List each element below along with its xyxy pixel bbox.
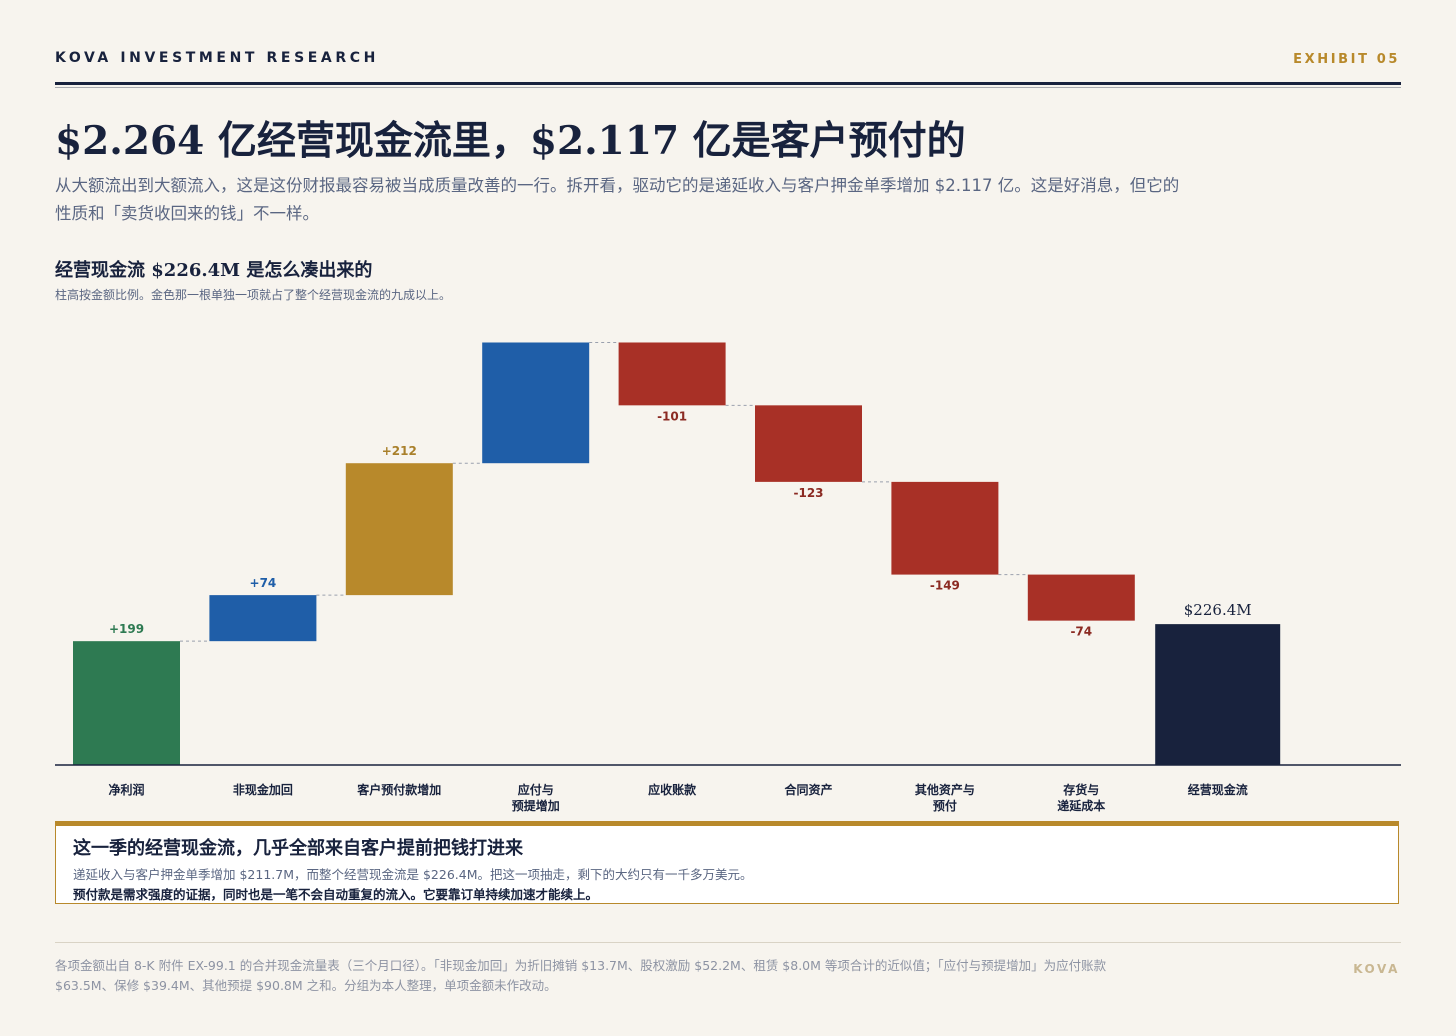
header-rule: [55, 82, 1401, 85]
header-rule-thin: [55, 87, 1401, 88]
value-labels: +199 +74 +212 -101 -123 -149 -74 $226.4M: [109, 409, 1252, 638]
x-tick-label-8: 经营现金流: [1188, 782, 1248, 797]
footer-brand: KOVA: [1353, 962, 1400, 976]
bar-7: [1027, 574, 1135, 621]
connector-lines: [180, 341, 1028, 642]
x-tick-label-1: 非现金加回: [233, 782, 293, 797]
bar-0: [73, 641, 180, 765]
bar-5: [755, 405, 862, 482]
chart-note: 柱高按金额比例。金色那一根单独一项就占了整个经营现金流的九成以上。: [55, 288, 452, 302]
waterfall-chart: +199 +74 +212 -101 -123 -149 -74 $226.4M 净利润 非现金…: [55, 341, 1401, 813]
bar-2: [345, 463, 453, 596]
callout-body: 递延收入与客户押金单季增加 $211.7M，而整个经营现金流是 $226.4M。…: [73, 867, 753, 882]
chart-title: 经营现金流 $226.4M 是怎么凑出来的: [55, 260, 373, 281]
source-footnote: 各项金额出自 8-K 附件 EX-99.1 的合并现金流量表（三个月口径）。「非…: [55, 958, 1107, 993]
bar-8: [1155, 624, 1281, 765]
publisher-brand: KOVA INVESTMENT RESEARCH: [55, 50, 379, 66]
value-label-7: -74: [1070, 625, 1092, 639]
x-tick-label-4: 应收账款: [648, 782, 697, 797]
page-subtitle: 从大额流出到大额流入，这是这份财报最容易被当成质量改善的一行。拆开看，驱动它的是…: [55, 176, 1180, 223]
x-tick-label-3: 应付与预提增加: [512, 782, 560, 813]
x-tick-label-5: 合同资产: [784, 782, 832, 797]
takeaway-callout: 这一季的经营现金流，几乎全部来自客户提前把钱打进来 递延收入与客户押金单季增加 …: [55, 821, 1399, 904]
bar-6: [891, 481, 999, 575]
footer-rule: [55, 942, 1401, 943]
value-label-2: +212: [382, 444, 417, 458]
value-label-4: -101: [657, 409, 687, 423]
page-title: $2.264 亿经营现金流里，$2.117 亿是客户预付的: [55, 118, 966, 164]
exhibit-number: EXHIBIT 05: [1293, 52, 1400, 67]
x-tick-label-6: 其他资产与预付: [915, 782, 975, 813]
chart-bars: [73, 342, 1281, 765]
bar-4: [618, 342, 726, 406]
value-label-8: $226.4M: [1184, 601, 1252, 619]
callout-emphasis: 预付款是需求强度的证据，同时也是一笔不会自动重复的流入。它要靠订单持续加速才能续…: [73, 887, 599, 902]
x-axis-labels: 净利润 非现金加回 客户预付款增加 应付与预提增加 应收账款 合同资产 其他资产与预付 存货与…: [108, 782, 1247, 813]
x-tick-label-0: 净利润: [108, 782, 144, 797]
x-tick-label-2: 客户预付款增加: [356, 782, 441, 797]
callout-title: 这一季的经营现金流，几乎全部来自客户提前把钱打进来: [73, 838, 523, 859]
value-label-0: +199: [109, 622, 144, 636]
value-label-1: +74: [250, 576, 277, 590]
value-label-6: -149: [930, 579, 960, 593]
bar-3: [482, 342, 590, 464]
bar-1: [209, 595, 317, 642]
value-label-5: -123: [793, 486, 823, 500]
x-tick-label-7: 存货与递延成本: [1057, 782, 1105, 813]
